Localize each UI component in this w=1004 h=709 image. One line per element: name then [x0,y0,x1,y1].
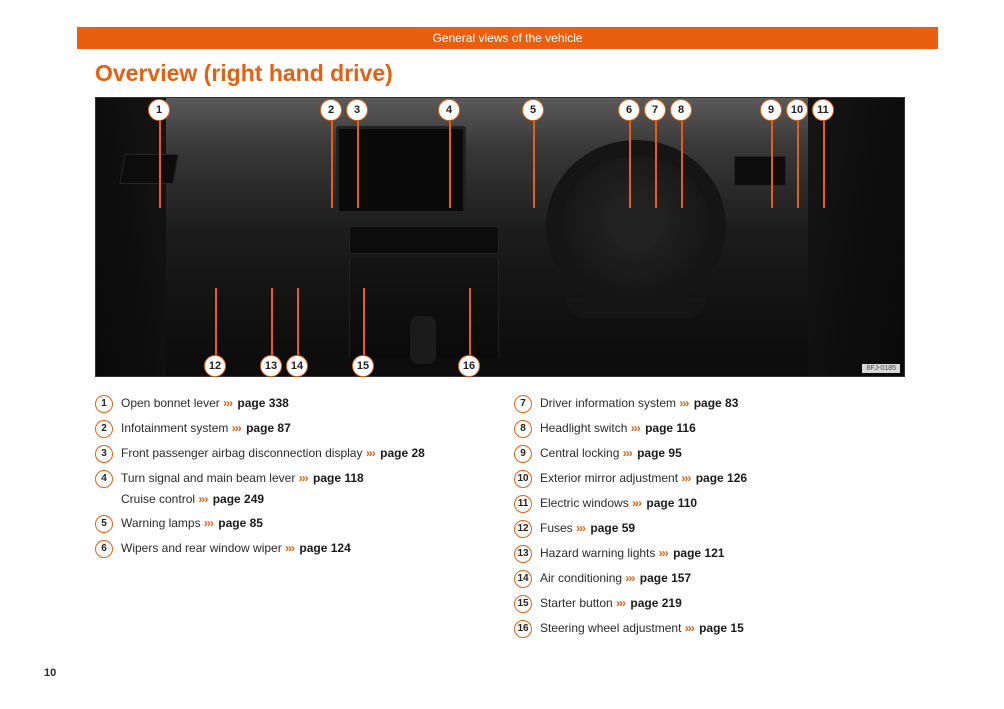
leader-line [629,121,631,208]
legend-text: Turn signal and main beam lever ››› page… [121,470,486,487]
diagram-steering-wheel [546,140,726,312]
callout-bubble-8: 8 [670,99,692,121]
callout-bubble-5: 5 [522,99,544,121]
legend-text: Wipers and rear window wiper ››› page 12… [121,540,486,557]
legend-number: 14 [514,570,532,588]
diagram-wheel-bottom [566,298,706,318]
legend-text: Exterior mirror adjustment ››› page 126 [540,470,905,487]
callout-bubble-14: 14 [286,355,308,377]
legend-number: 12 [514,520,532,538]
legend-item-16: 16 Steering wheel adjustment ››› page 15 [514,620,905,638]
callout-bubble-12: 12 [204,355,226,377]
leader-line [771,121,773,208]
manual-page: General views of the vehicle Overview (r… [0,0,1004,709]
legend-text: Central locking ››› page 95 [540,445,905,462]
callout-bubble-11: 11 [812,99,834,121]
callout-bubble-2: 2 [320,99,342,121]
legend-item-8: 8 Headlight switch ››› page 116 [514,420,905,438]
legend-text: Front passenger airbag disconnection dis… [121,445,486,462]
legend-text: Driver information system ››› page 83 [540,395,905,412]
legend-item-12: 12 Fuses ››› page 59 [514,520,905,538]
leader-line [363,288,365,355]
legend-column-right: 7Driver information system ››› page 838H… [514,395,905,645]
callout-bubble-3: 3 [346,99,368,121]
leader-line [449,121,451,208]
section-header: General views of the vehicle [77,27,938,49]
leader-line [331,121,333,208]
callout-bubble-6: 6 [618,99,640,121]
leader-line [797,121,799,208]
legend-item-2: 2 Infotainment system ››› page 87 [95,420,486,438]
legend-item-14: 14 Air conditioning ››› page 157 [514,570,905,588]
legend-number: 8 [514,420,532,438]
leader-line [681,121,683,208]
legend-item-9: 9 Central locking ››› page 95 [514,445,905,463]
leader-line [215,288,217,355]
leader-line [655,121,657,208]
legend-number: 1 [95,395,113,413]
legend-item-3: 3 Front passenger airbag disconnection di… [95,445,486,463]
legend-text: Steering wheel adjustment ››› page 15 [540,620,905,637]
diagram-left-door [96,98,166,376]
callout-bubble-7: 7 [644,99,666,121]
diagram-infotainment [336,126,466,214]
legend-number: 11 [514,495,532,513]
legend-text: Starter button ››› page 219 [540,595,905,612]
callout-bubble-4: 4 [438,99,460,121]
legend-number: 10 [514,470,532,488]
page-title: Overview (right hand drive) [95,60,393,87]
legend-item-4: 4 Turn signal and main beam lever ››› pag… [95,470,486,488]
callout-bubble-13: 13 [260,355,282,377]
legend-text: Hazard warning lights ››› page 121 [540,545,905,562]
legend-subitem: Cruise control ››› page 249 [121,491,486,508]
leader-line [271,288,273,355]
legend-text: Warning lamps ››› page 85 [121,515,486,532]
leader-line [297,288,299,355]
legend-text: Fuses ››› page 59 [540,520,905,537]
legend-number: 13 [514,545,532,563]
interior-diagram: 8FJ-0185 12345678910111213141516 [95,97,905,377]
callout-bubble-10: 10 [786,99,808,121]
legend-number: 9 [514,445,532,463]
legend-number: 2 [95,420,113,438]
legend-item-6: 6 Wipers and rear window wiper ››› page 1… [95,540,486,558]
leader-line [533,121,535,208]
leader-line [357,121,359,208]
diagram-left-vent [119,154,178,184]
callout-bubble-1: 1 [148,99,170,121]
callout-bubble-15: 15 [352,355,374,377]
legend-text: Air conditioning ››› page 157 [540,570,905,587]
legend-number: 5 [95,515,113,533]
legend-item-13: 13 Hazard warning lights ››› page 121 [514,545,905,563]
page-number: 10 [44,667,56,679]
legend-number: 3 [95,445,113,463]
legend-text: Infotainment system ››› page 87 [121,420,486,437]
image-ref: 8FJ-0185 [862,364,900,373]
diagram-center-vent [349,226,499,254]
legend-text: Electric windows ››› page 110 [540,495,905,512]
legend-number: 7 [514,395,532,413]
leader-line [159,121,161,208]
legend-text: Headlight switch ››› page 116 [540,420,905,437]
leader-line [469,288,471,355]
legend-number: 6 [95,540,113,558]
legend-column-left: 1 Open bonnet lever ››› page 338 2 Infotain… [95,395,486,645]
legend-item-10: 10 Exterior mirror adjustment ››› page 12… [514,470,905,488]
callout-bubble-16: 16 [458,355,480,377]
legend-item-1: 1 Open bonnet lever ››› page 338 [95,395,486,413]
leader-line [823,121,825,208]
legend-number: 15 [514,595,532,613]
diagram-shifter [410,316,436,364]
legend-item-15: 15 Starter button ››› page 219 [514,595,905,613]
legend-item-11: 11 Electric windows ››› page 110 [514,495,905,513]
legend-text: Open bonnet lever ››› page 338 [121,395,486,412]
diagram-right-vent [734,156,786,186]
legend-item-7: 7 Driver information system ››› page 83 [514,395,905,413]
callout-bubble-9: 9 [760,99,782,121]
legend-item-5: 5 Warning lamps ››› page 85 [95,515,486,533]
legend-number: 16 [514,620,532,638]
legend-number: 4 [95,470,113,488]
legend: 1 Open bonnet lever ››› page 338 2 Infotain… [95,395,905,645]
